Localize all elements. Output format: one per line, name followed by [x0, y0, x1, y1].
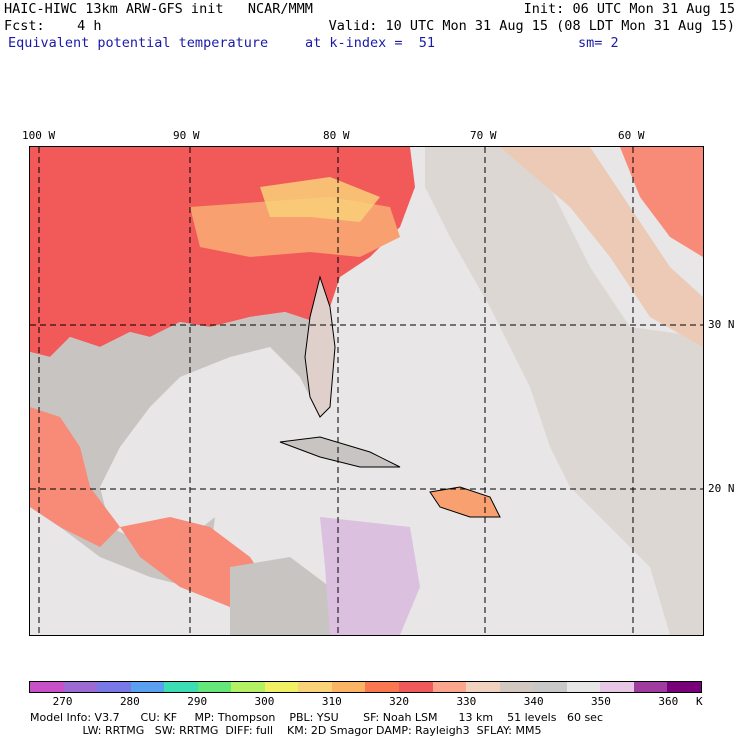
caribbean-lavender-region [320, 517, 420, 635]
header-init-time: Init: 06 UTC Mon 31 Aug 15 [523, 1, 735, 17]
colorbar-swatch [432, 682, 467, 692]
map-panel [29, 146, 704, 636]
colorbar-swatch [164, 682, 198, 692]
colorbar-label: 270 [52, 695, 73, 708]
colorbar-swatch [231, 682, 265, 692]
footer-physics-info: LW: RRTMG SW: RRTMG DIFF: full KM: 2D Sm… [30, 724, 542, 737]
colorbar-label: 290 [187, 695, 208, 708]
colorbar-label: 360 [658, 695, 679, 708]
colorbar-swatch [399, 682, 433, 692]
level-index: at k-index = 51 [305, 35, 436, 51]
colorbar-swatch [667, 682, 701, 692]
appalachian-yellow-region [260, 177, 380, 222]
graticule [30, 147, 703, 635]
colorbar-swatch [63, 682, 98, 692]
colorbar-swatch [600, 682, 634, 692]
colorbar-label: 340 [523, 695, 544, 708]
colorbar-swatch [197, 682, 232, 692]
colorbar-swatch [566, 682, 601, 692]
colorbar-swatch [264, 682, 299, 692]
colorbar-swatch [331, 682, 366, 692]
mexico-warm-region [30, 407, 120, 547]
colorbar-label: 310 [321, 695, 342, 708]
colorbar-label: 350 [591, 695, 611, 708]
atlantic-gray-band [425, 147, 703, 635]
colorbar-swatch [298, 682, 332, 692]
smoothing-value: sm= 2 [578, 35, 619, 51]
colorbar-label: K [696, 695, 703, 708]
colorbar-label: 330 [456, 695, 477, 708]
colorbar-swatch [633, 682, 668, 692]
colorbar-swatch [30, 682, 64, 692]
header-forecast-hour: Fcst: 4 h [4, 18, 102, 34]
lat-label-20n: 20 N [708, 482, 735, 495]
lon-label-90w: 90 W [173, 129, 200, 142]
lon-label-80w: 80 W [323, 129, 350, 142]
colorbar-label: 280 [119, 695, 140, 708]
colorbar-label: 320 [389, 695, 410, 708]
lat-label-30n: 30 N [708, 318, 735, 331]
central-america-land [230, 557, 360, 635]
footer-model-info: Model Info: V3.7 CU: KF MP: Thompson PBL… [30, 711, 603, 724]
colorbar-swatch [365, 682, 400, 692]
field-name: Equivalent potential temperature [8, 35, 269, 51]
hispaniola-outline [429, 486, 501, 518]
colorbar-swatch [130, 682, 165, 692]
header-title: HAIC-HIWC 13km ARW-GFS init NCAR/MMM [4, 1, 313, 17]
colorbar-swatch [533, 682, 567, 692]
colorbar-label: 300 [254, 695, 275, 708]
colorbar-swatch [499, 682, 534, 692]
colorbar-swatch [97, 682, 131, 692]
cuba-outline [279, 436, 401, 468]
lon-label-70w: 70 W [470, 129, 497, 142]
lon-label-100w: 100 W [22, 129, 56, 142]
lon-label-60w: 60 W [618, 129, 645, 142]
atlantic-tan-band [500, 147, 703, 347]
theta-e-map [30, 147, 703, 635]
header-valid-time: Valid: 10 UTC Mon 31 Aug 15 (08 LDT Mon … [328, 18, 735, 34]
florida-peninsula [304, 275, 336, 418]
colorbar-swatch [466, 682, 500, 692]
atlantic-warm-band [620, 147, 703, 257]
colorbar [29, 681, 702, 693]
